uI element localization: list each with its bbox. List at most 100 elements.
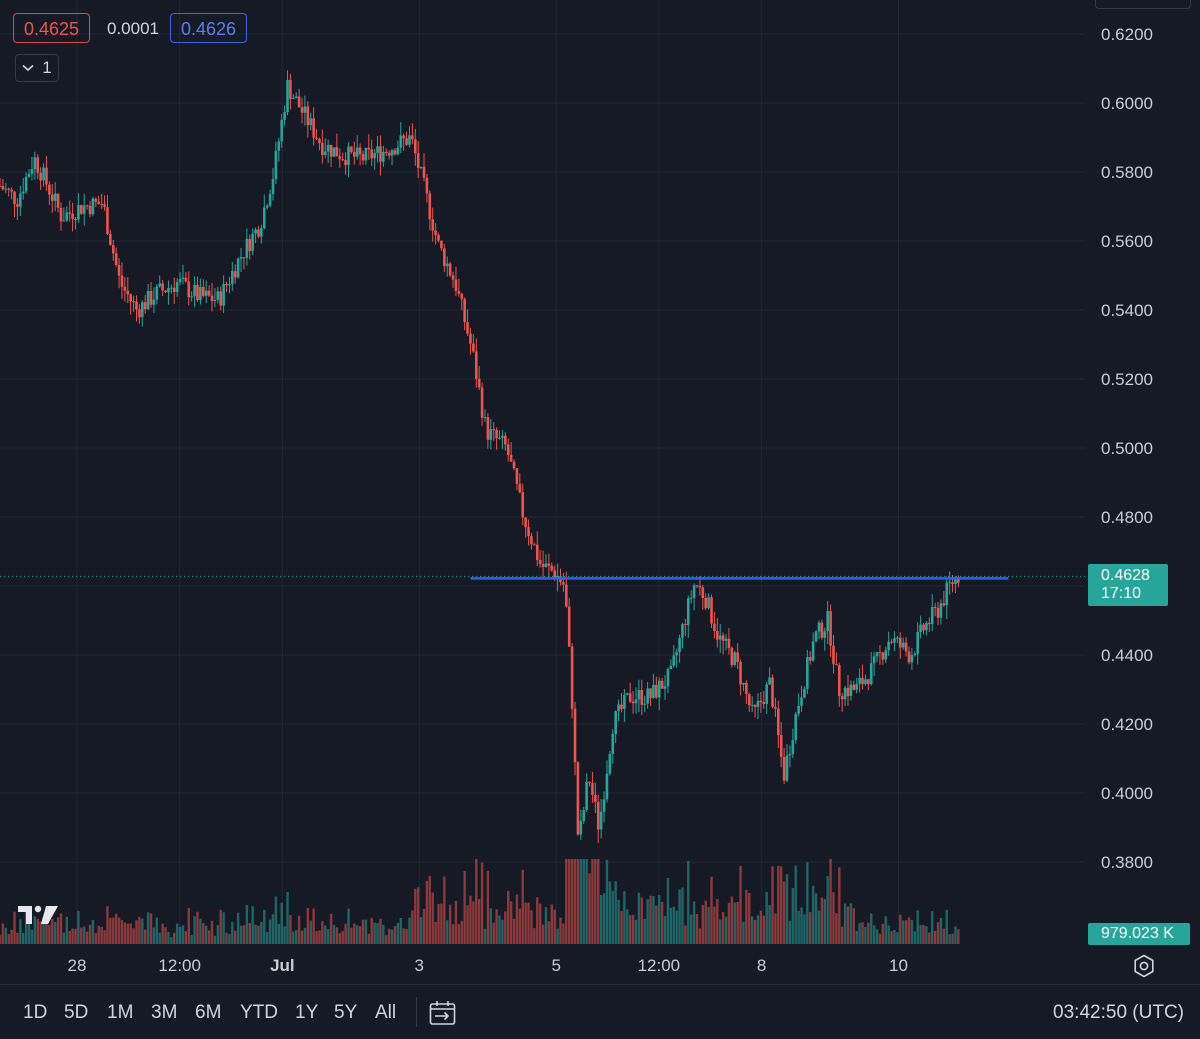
candle-body: [297, 96, 301, 108]
tradingview-logo-icon[interactable]: [18, 904, 62, 926]
volume-bar: [251, 906, 254, 944]
candle-body: [858, 677, 861, 684]
ask-price-box[interactable]: 0.4626: [170, 13, 248, 43]
volume-bar: [780, 866, 783, 944]
range-ytd-button[interactable]: YTD: [240, 1002, 278, 1023]
candle-body: [329, 144, 333, 157]
candle-body: [620, 704, 623, 710]
range-5y-button[interactable]: 5Y: [334, 1002, 358, 1023]
horizontal-line-drawing[interactable]: [0, 575, 1085, 580]
candle-body: [155, 286, 159, 300]
candle-body: [672, 655, 676, 666]
candle-body: [820, 622, 824, 638]
candle-body: [878, 652, 882, 654]
candle-body: [271, 179, 275, 195]
candle-body: [88, 205, 92, 215]
gear-icon[interactable]: [1131, 953, 1157, 979]
volume-bar: [721, 912, 725, 944]
calendar-range-icon[interactable]: [428, 999, 458, 1027]
volume-bar: [591, 859, 594, 944]
candle-body: [370, 149, 374, 159]
volume-bar: [22, 933, 25, 944]
utc-clock[interactable]: 03:42:50 (UTC): [1053, 1002, 1184, 1023]
candle-body: [416, 153, 420, 168]
range-1m-button[interactable]: 1M: [107, 1002, 134, 1023]
candle-body: [274, 150, 278, 180]
range-1y-button[interactable]: 1Y: [295, 1002, 319, 1023]
candle-body: [138, 309, 141, 318]
range-3m-button[interactable]: 3M: [151, 1002, 178, 1023]
volume-bar: [425, 880, 429, 944]
time-axis[interactable]: 28 12:00 Jul 3 5 12:00 8 10: [68, 956, 908, 975]
candle-body: [521, 492, 525, 518]
spread-value: 0.0001: [107, 19, 159, 38]
candle-body: [602, 799, 606, 812]
volume-bar: [550, 904, 553, 944]
volume-bar: [454, 900, 458, 944]
volume-bar: [289, 915, 292, 944]
candle-body: [614, 711, 617, 734]
candle-body: [68, 212, 71, 214]
candle-body: [358, 147, 362, 155]
volume-bar: [199, 918, 202, 944]
volume-bar: [643, 918, 646, 944]
volume-bar: [428, 876, 432, 944]
last-price-label: 0.4628 17:10: [1088, 564, 1168, 606]
price-chart[interactable]: 0.6200 0.6000 0.5800 0.5600 0.5400 0.5200 0.50…: [0, 0, 1200, 984]
volume-bar: [295, 930, 298, 944]
candle-body: [692, 585, 696, 598]
volume-bar: [387, 928, 391, 944]
volume-bar: [611, 890, 614, 944]
candle-body: [175, 282, 179, 292]
candle-body: [149, 291, 153, 305]
volume-bar: [806, 862, 809, 944]
volume-bar: [254, 924, 257, 944]
candle-body: [213, 299, 217, 301]
candle-body: [178, 278, 182, 283]
range-6m-button[interactable]: 6M: [195, 1002, 222, 1023]
candle-body: [454, 279, 458, 291]
range-all-button[interactable]: All: [375, 1002, 397, 1023]
candle-body: [236, 258, 240, 278]
candle-body: [599, 811, 603, 830]
range-5d-button[interactable]: 5D: [64, 1002, 89, 1023]
volume-bar: [756, 915, 760, 944]
volume-bar: [675, 910, 678, 944]
volume-bar: [202, 923, 205, 944]
candle-body: [181, 277, 185, 279]
volume-bar: [849, 903, 853, 944]
bid-price-box[interactable]: 0.4625: [13, 13, 91, 43]
price-axis[interactable]: 0.6200 0.6000 0.5800 0.5600 0.5400 0.5200 0.50…: [1101, 25, 1153, 872]
candle-body: [663, 686, 667, 689]
volume-bar: [739, 866, 742, 944]
volume-bar: [321, 921, 324, 944]
range-1d-button[interactable]: 1D: [23, 1002, 48, 1023]
candle-body: [152, 299, 156, 305]
bar-countdown: 17:10: [1101, 585, 1142, 602]
candle-body: [768, 677, 771, 685]
candle-body: [681, 624, 684, 638]
volume-bar: [286, 891, 289, 944]
candle-body: [443, 248, 446, 267]
volume-bar: [843, 903, 847, 944]
top-right-button[interactable]: [1095, 0, 1191, 9]
volume-bar: [390, 929, 394, 944]
candle-body: [617, 704, 620, 712]
candle-body: [933, 607, 937, 609]
volume-bar: [39, 921, 42, 944]
volume-bar: [689, 914, 693, 944]
volume-bar: [788, 920, 792, 944]
volume-bar: [103, 930, 106, 944]
collapse-legend-button[interactable]: 1: [15, 54, 59, 82]
candle-body: [576, 762, 580, 835]
candle-body: [869, 663, 873, 685]
candle-body: [167, 288, 170, 293]
candle-body: [126, 290, 130, 295]
candlesticks[interactable]: [0, 70, 960, 844]
candle-body: [233, 271, 237, 278]
candle-body: [201, 286, 205, 296]
volume-bar: [713, 906, 716, 944]
candle-body: [506, 444, 510, 455]
volume-bar: [24, 911, 28, 944]
candle-body: [77, 205, 80, 220]
